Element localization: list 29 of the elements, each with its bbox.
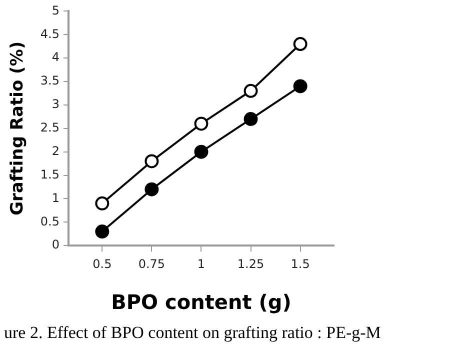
- x-tick-label: 0.5: [92, 256, 112, 271]
- x-tick-label: 1.5: [290, 256, 310, 271]
- point: [293, 79, 308, 94]
- y-tick-label: 0.5: [40, 214, 60, 228]
- point: [95, 224, 110, 239]
- point: [244, 84, 258, 98]
- point: [194, 144, 208, 159]
- y-tick-label: 1: [52, 190, 60, 205]
- y-tick-label: 1.5: [40, 167, 60, 182]
- point: [95, 196, 110, 210]
- point: [144, 154, 159, 168]
- x-tick-label: 1.25: [237, 256, 264, 271]
- x-axis-title: BPO content (g): [111, 290, 292, 314]
- y-tick-label: 0: [52, 238, 60, 252]
- y-axis-title: Grafting Ratio (%): [8, 41, 28, 216]
- y-tick-label: 4: [52, 50, 60, 64]
- text: ure 2. Effect of BPO content on grafting ratio : PE-g-M: [4, 323, 381, 342]
- point: [244, 112, 258, 126]
- y-tick-label: 3.5: [40, 74, 60, 88]
- point: [144, 182, 159, 196]
- y-tick-label: 2.5: [40, 120, 60, 135]
- x-tick-label: 1: [197, 256, 206, 271]
- x-tick-label: 0.75: [138, 256, 166, 271]
- y-tick-label: 2: [52, 144, 60, 158]
- y-tick-label: 5: [52, 3, 60, 18]
- point: [194, 116, 208, 131]
- point: [293, 37, 308, 52]
- y-tick-label: 4.5: [40, 26, 60, 41]
- y-tick-label: 3: [52, 97, 60, 112]
